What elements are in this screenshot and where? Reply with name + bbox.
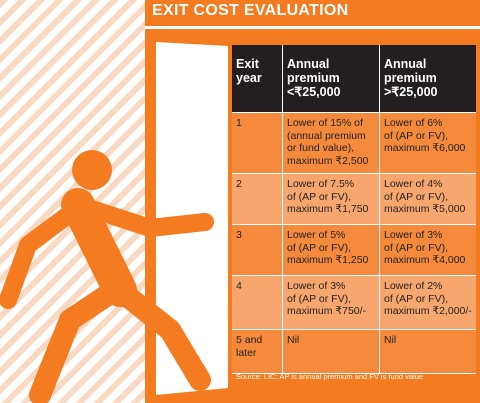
- cell-line: of (AP or FV),: [384, 292, 448, 305]
- cell-line: 4: [236, 280, 242, 292]
- table-cell: 3: [232, 225, 283, 275]
- cell-line: Annual: [384, 57, 427, 71]
- table-cell: Lower of 15% of (annual premium or fund va…: [283, 113, 380, 173]
- table-cell: Lower of 3% of (AP or FV), maximum ₹4,000: [380, 225, 476, 275]
- cell-line: Lower of 15% of: [287, 117, 363, 129]
- source: Source: LIC; AP is annual premium and FV…: [236, 372, 424, 381]
- cell-line: Lower of 3%: [287, 280, 346, 292]
- table-row: 2 Lower of 7.5% of (AP or FV), maximum ₹1,7…: [232, 174, 476, 225]
- table-cell: 5 and later: [232, 330, 283, 373]
- cell-line: Nil: [287, 334, 300, 346]
- cell-line: of (AP or FV),: [384, 241, 448, 254]
- table-row: 1 Lower of 15% of (annual premium or fund v…: [232, 113, 476, 174]
- cell-line: Lower of 3%: [384, 229, 443, 241]
- cell-line: maximum ₹1,750: [287, 203, 369, 215]
- cell-line: of (AP or FV),: [384, 129, 448, 142]
- table-cell: Lower of 7.5% of (AP or FV), maximum ₹1,75…: [283, 174, 380, 224]
- cell-line: of (AP or FV),: [384, 190, 448, 203]
- table-cell: Nil: [380, 330, 476, 373]
- table-cell: Annual premium <₹25,000: [283, 45, 380, 112]
- cell-line: (annual premium: [287, 129, 366, 142]
- cell-line: of (AP or FV),: [287, 190, 351, 203]
- cell-line: Annual: [287, 57, 330, 71]
- running-man: [0, 150, 214, 403]
- cell-line: Nil: [384, 334, 397, 346]
- title: EXIT COST EVALUATION: [152, 2, 349, 19]
- cell-line: maximum ₹1,250: [287, 254, 369, 266]
- table-cell: Nil: [283, 330, 380, 373]
- cell-line: Lower of 4%: [384, 178, 443, 190]
- table-cell: Lower of 5% of (AP or FV), maximum ₹1,250: [283, 225, 380, 275]
- cell-line: year: [236, 71, 262, 85]
- cell-line: 3: [236, 229, 242, 241]
- table-row: 5 and later Nil Nil: [232, 330, 476, 374]
- table-cell: Lower of 2% of (AP or FV), maximum ₹2,000/…: [380, 276, 476, 329]
- cell-line: of (AP or FV),: [287, 292, 351, 305]
- cell-line: later: [236, 346, 257, 359]
- cell-line: of (AP or FV),: [287, 241, 351, 254]
- cell-line: Lower of 5%: [287, 229, 346, 241]
- cell-line: <₹25,000: [287, 85, 341, 99]
- table-cell: Lower of 6% of (AP or FV), maximum ₹6,000: [380, 113, 476, 173]
- cell-line: maximum ₹750/-: [287, 305, 367, 317]
- table-cell: Exit year: [232, 45, 283, 112]
- cell-line: maximum ₹6,000: [384, 142, 466, 154]
- table-cell: 2: [232, 174, 283, 224]
- cell-line: maximum ₹2,000/-: [384, 305, 472, 317]
- table-row: 3 Lower of 5% of (AP or FV), maximum ₹1,250…: [232, 225, 476, 276]
- cell-line: 1: [236, 117, 242, 129]
- cell-line: 5 and: [236, 334, 263, 346]
- cell-line: Lower of 6%: [384, 117, 443, 129]
- table-cell: Annual premium >₹25,000: [380, 45, 476, 112]
- table-cell: Lower of 3% of (AP or FV), maximum ₹750/-: [283, 276, 380, 329]
- cell-line: 2: [236, 178, 242, 190]
- cell-line: Lower of 2%: [384, 280, 443, 292]
- table: Exit year Annual premium <₹25,000 Annual premi…: [232, 45, 476, 374]
- table-cell: 4: [232, 276, 283, 329]
- table-cell: 1: [232, 113, 283, 173]
- cell-line: maximum ₹5,000: [384, 203, 466, 215]
- cell-line: maximum ₹2,500: [287, 154, 369, 167]
- table-row: Exit year Annual premium <₹25,000 Annual premi…: [232, 45, 476, 113]
- cell-line: Exit: [236, 57, 259, 71]
- cell-line: premium: [384, 71, 437, 85]
- table-row: 4 Lower of 3% of (AP or FV), maximum ₹750/-…: [232, 276, 476, 330]
- cell-line: premium: [287, 71, 340, 85]
- cell-line: or fund value),: [287, 142, 355, 154]
- cell-line: >₹25,000: [384, 85, 438, 99]
- table-cell: Lower of 4% of (AP or FV), maximum ₹5,000: [380, 174, 476, 224]
- cell-line: maximum ₹4,000: [384, 254, 466, 266]
- cell-line: Lower of 7.5%: [287, 178, 355, 190]
- title-rule: [145, 26, 480, 29]
